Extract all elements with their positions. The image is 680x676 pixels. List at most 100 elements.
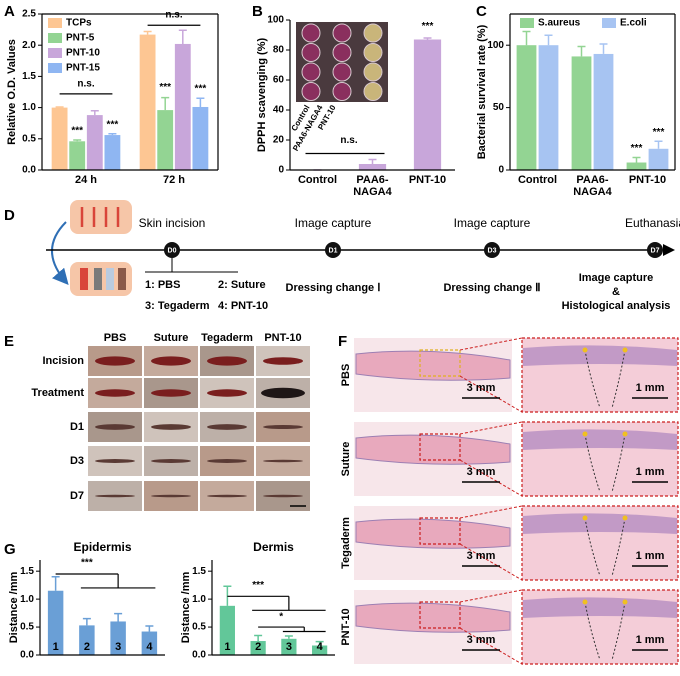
bar	[157, 110, 174, 170]
wound	[151, 389, 191, 397]
error-bar	[196, 97, 205, 107]
error-bar	[55, 106, 64, 108]
column-label: Tegaderm	[201, 332, 253, 344]
row-label: Incision	[42, 355, 84, 367]
row-label: PNT-10	[340, 608, 352, 645]
zoom-box	[419, 601, 461, 629]
legend-swatch	[48, 63, 62, 73]
wound-edge	[584, 517, 626, 577]
well	[301, 82, 321, 101]
wound	[261, 387, 305, 399]
annotation: ***	[195, 83, 207, 94]
wound	[95, 356, 135, 366]
row-label: PBS	[340, 364, 352, 387]
well	[332, 82, 352, 101]
x-tick-label-box: 24 h	[74, 174, 97, 186]
flow-arrow	[51, 221, 69, 286]
annotation: ***	[422, 21, 434, 32]
error-bar	[108, 133, 117, 136]
y-tick-label: 0	[498, 165, 504, 176]
y-tick-label: 2.5	[22, 9, 36, 20]
panel-label: E	[4, 333, 14, 350]
error-bar	[178, 29, 187, 44]
tissue	[355, 350, 511, 381]
error-bar	[599, 43, 608, 54]
y-tick-label: 60	[273, 75, 285, 86]
well	[363, 82, 383, 101]
edge-marker	[622, 515, 628, 521]
y-tick-label: 80	[273, 45, 285, 56]
wound	[207, 459, 247, 463]
treatment-strip	[80, 268, 88, 290]
bar	[104, 135, 121, 170]
bar	[86, 115, 103, 170]
well	[332, 23, 352, 43]
wound-edge	[584, 433, 626, 493]
bar	[79, 625, 95, 655]
day-label: D3	[488, 247, 497, 254]
bar	[250, 641, 266, 655]
y-tick-label: 1.5	[20, 566, 34, 577]
group-label: 4: PNT-10	[218, 300, 268, 312]
scale-label: 1 mm	[636, 634, 665, 646]
timeline-note: Dressing change Ⅰ	[286, 282, 381, 294]
x-tick-label-box: PNT-10	[628, 174, 667, 186]
panel-label: B	[252, 3, 263, 20]
category-label: 1	[53, 641, 59, 653]
row-label: Tegaderm	[340, 517, 352, 569]
wound	[95, 389, 135, 397]
y-tick-label: 100	[267, 15, 284, 26]
bar	[174, 43, 191, 171]
wound-edge	[584, 601, 626, 661]
zoom-box	[419, 349, 461, 377]
legend-label: PNT-15	[66, 63, 100, 74]
group-label: 2: Suture	[218, 279, 266, 291]
timeline-note: Image capture	[579, 272, 654, 284]
y-tick-label: 1.0	[192, 594, 206, 605]
zoom-connector	[459, 505, 523, 581]
bar	[358, 164, 387, 170]
y-tick-label: 0.5	[192, 622, 206, 633]
bar	[571, 56, 592, 170]
timeline-note: Histological analysis	[562, 300, 671, 312]
y-tick-label: 2.0	[22, 40, 36, 51]
event-label: Skin incision	[139, 216, 206, 230]
well	[363, 43, 383, 62]
event-label: Euthanasia	[625, 216, 680, 230]
x-tick-label: 24 h	[74, 174, 97, 186]
zoom-box	[419, 517, 461, 545]
category-label: 2	[255, 641, 261, 653]
wound	[95, 459, 135, 463]
wound	[207, 389, 247, 397]
error-bar	[315, 640, 324, 646]
x-tick-label: 72 h	[162, 174, 185, 186]
bar	[139, 34, 156, 171]
legend-label: PNT-5	[66, 33, 95, 44]
panel-label: D	[4, 207, 15, 224]
wound	[263, 357, 303, 365]
x-tick-label: PNT-10	[628, 174, 667, 186]
y-tick-label: 1.0	[20, 594, 34, 605]
well	[301, 23, 321, 43]
y-tick-label: 0.5	[20, 622, 34, 633]
error-bar	[423, 37, 432, 40]
column-label: PBS	[104, 332, 127, 344]
column-label: PNT-10	[264, 332, 301, 344]
zoom-connector	[459, 421, 523, 497]
annotation: n.s.	[340, 135, 357, 146]
group-label: 1: PBS	[145, 279, 180, 291]
x-tick-label-box: 72 h	[162, 174, 185, 186]
timeline-note: Dressing change Ⅱ	[443, 282, 540, 294]
wound	[151, 459, 191, 463]
bar	[516, 45, 537, 171]
bar	[192, 106, 209, 170]
x-tick-label-box: PAA6-NAGA4	[353, 174, 392, 198]
y-axis-label: Relative O.D. Values	[6, 39, 18, 145]
error-bar	[90, 109, 99, 116]
x-tick-label: Control	[297, 174, 338, 186]
error-bar	[161, 96, 170, 111]
day-marker	[164, 242, 180, 258]
zoom-connector	[459, 337, 523, 413]
bar	[51, 107, 68, 170]
wound	[263, 459, 303, 463]
